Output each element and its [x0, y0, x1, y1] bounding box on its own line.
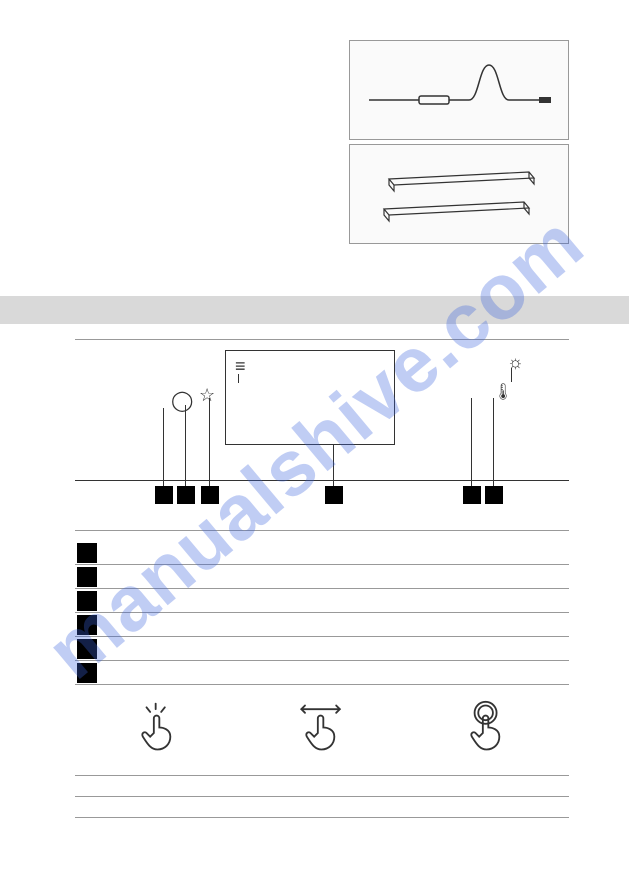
legend-marker: [77, 543, 97, 563]
legend-row: [75, 661, 569, 685]
accessory-image-1: [349, 40, 569, 140]
callout-marker-2: [177, 486, 195, 504]
section-divider-bar: [0, 296, 629, 324]
page-container: ≡ ☆ ◯ ☼ 🌡: [0, 0, 629, 858]
callout-marker-5: [463, 486, 481, 504]
control-panel-diagram: ≡ ☆ ◯ ☼ 🌡: [75, 350, 569, 525]
menu-icon: ≡: [235, 356, 246, 377]
swipe-gesture-icon: [294, 700, 349, 755]
bottom-dividers: [75, 775, 569, 818]
legend-marker: [77, 591, 97, 611]
callout-marker-3: [201, 486, 219, 504]
gesture-icons-row: [75, 685, 569, 770]
legend-row: [75, 637, 569, 661]
legend-marker: [77, 663, 97, 683]
divider-line: [75, 775, 569, 776]
legend-row: [75, 613, 569, 637]
power-icon: ◯: [171, 388, 193, 413]
divider-line: [75, 817, 569, 818]
legend-row: [75, 589, 569, 613]
cable-icon: [359, 50, 559, 130]
light-icon: ☼: [507, 352, 524, 373]
tap-gesture-icon: [130, 700, 185, 755]
legend-marker: [77, 639, 97, 659]
callout-marker-6: [485, 486, 503, 504]
rails-icon: [359, 154, 559, 234]
accessory-images: [75, 40, 569, 244]
divider-line: [75, 530, 569, 531]
divider-line: [75, 796, 569, 797]
press-hold-gesture-icon: [459, 700, 514, 755]
temp-icon: 🌡: [493, 382, 513, 402]
legend-row: [75, 541, 569, 565]
star-icon: ☆: [199, 385, 215, 406]
accessory-image-2: [349, 144, 569, 244]
legend-row: [75, 565, 569, 589]
callout-marker-1: [155, 486, 173, 504]
legend-marker: [77, 615, 97, 635]
legend-marker: [77, 567, 97, 587]
divider-line: [75, 339, 569, 340]
display-screen: [225, 350, 395, 445]
legend-table: [75, 541, 569, 685]
callout-marker-4: [325, 486, 343, 504]
